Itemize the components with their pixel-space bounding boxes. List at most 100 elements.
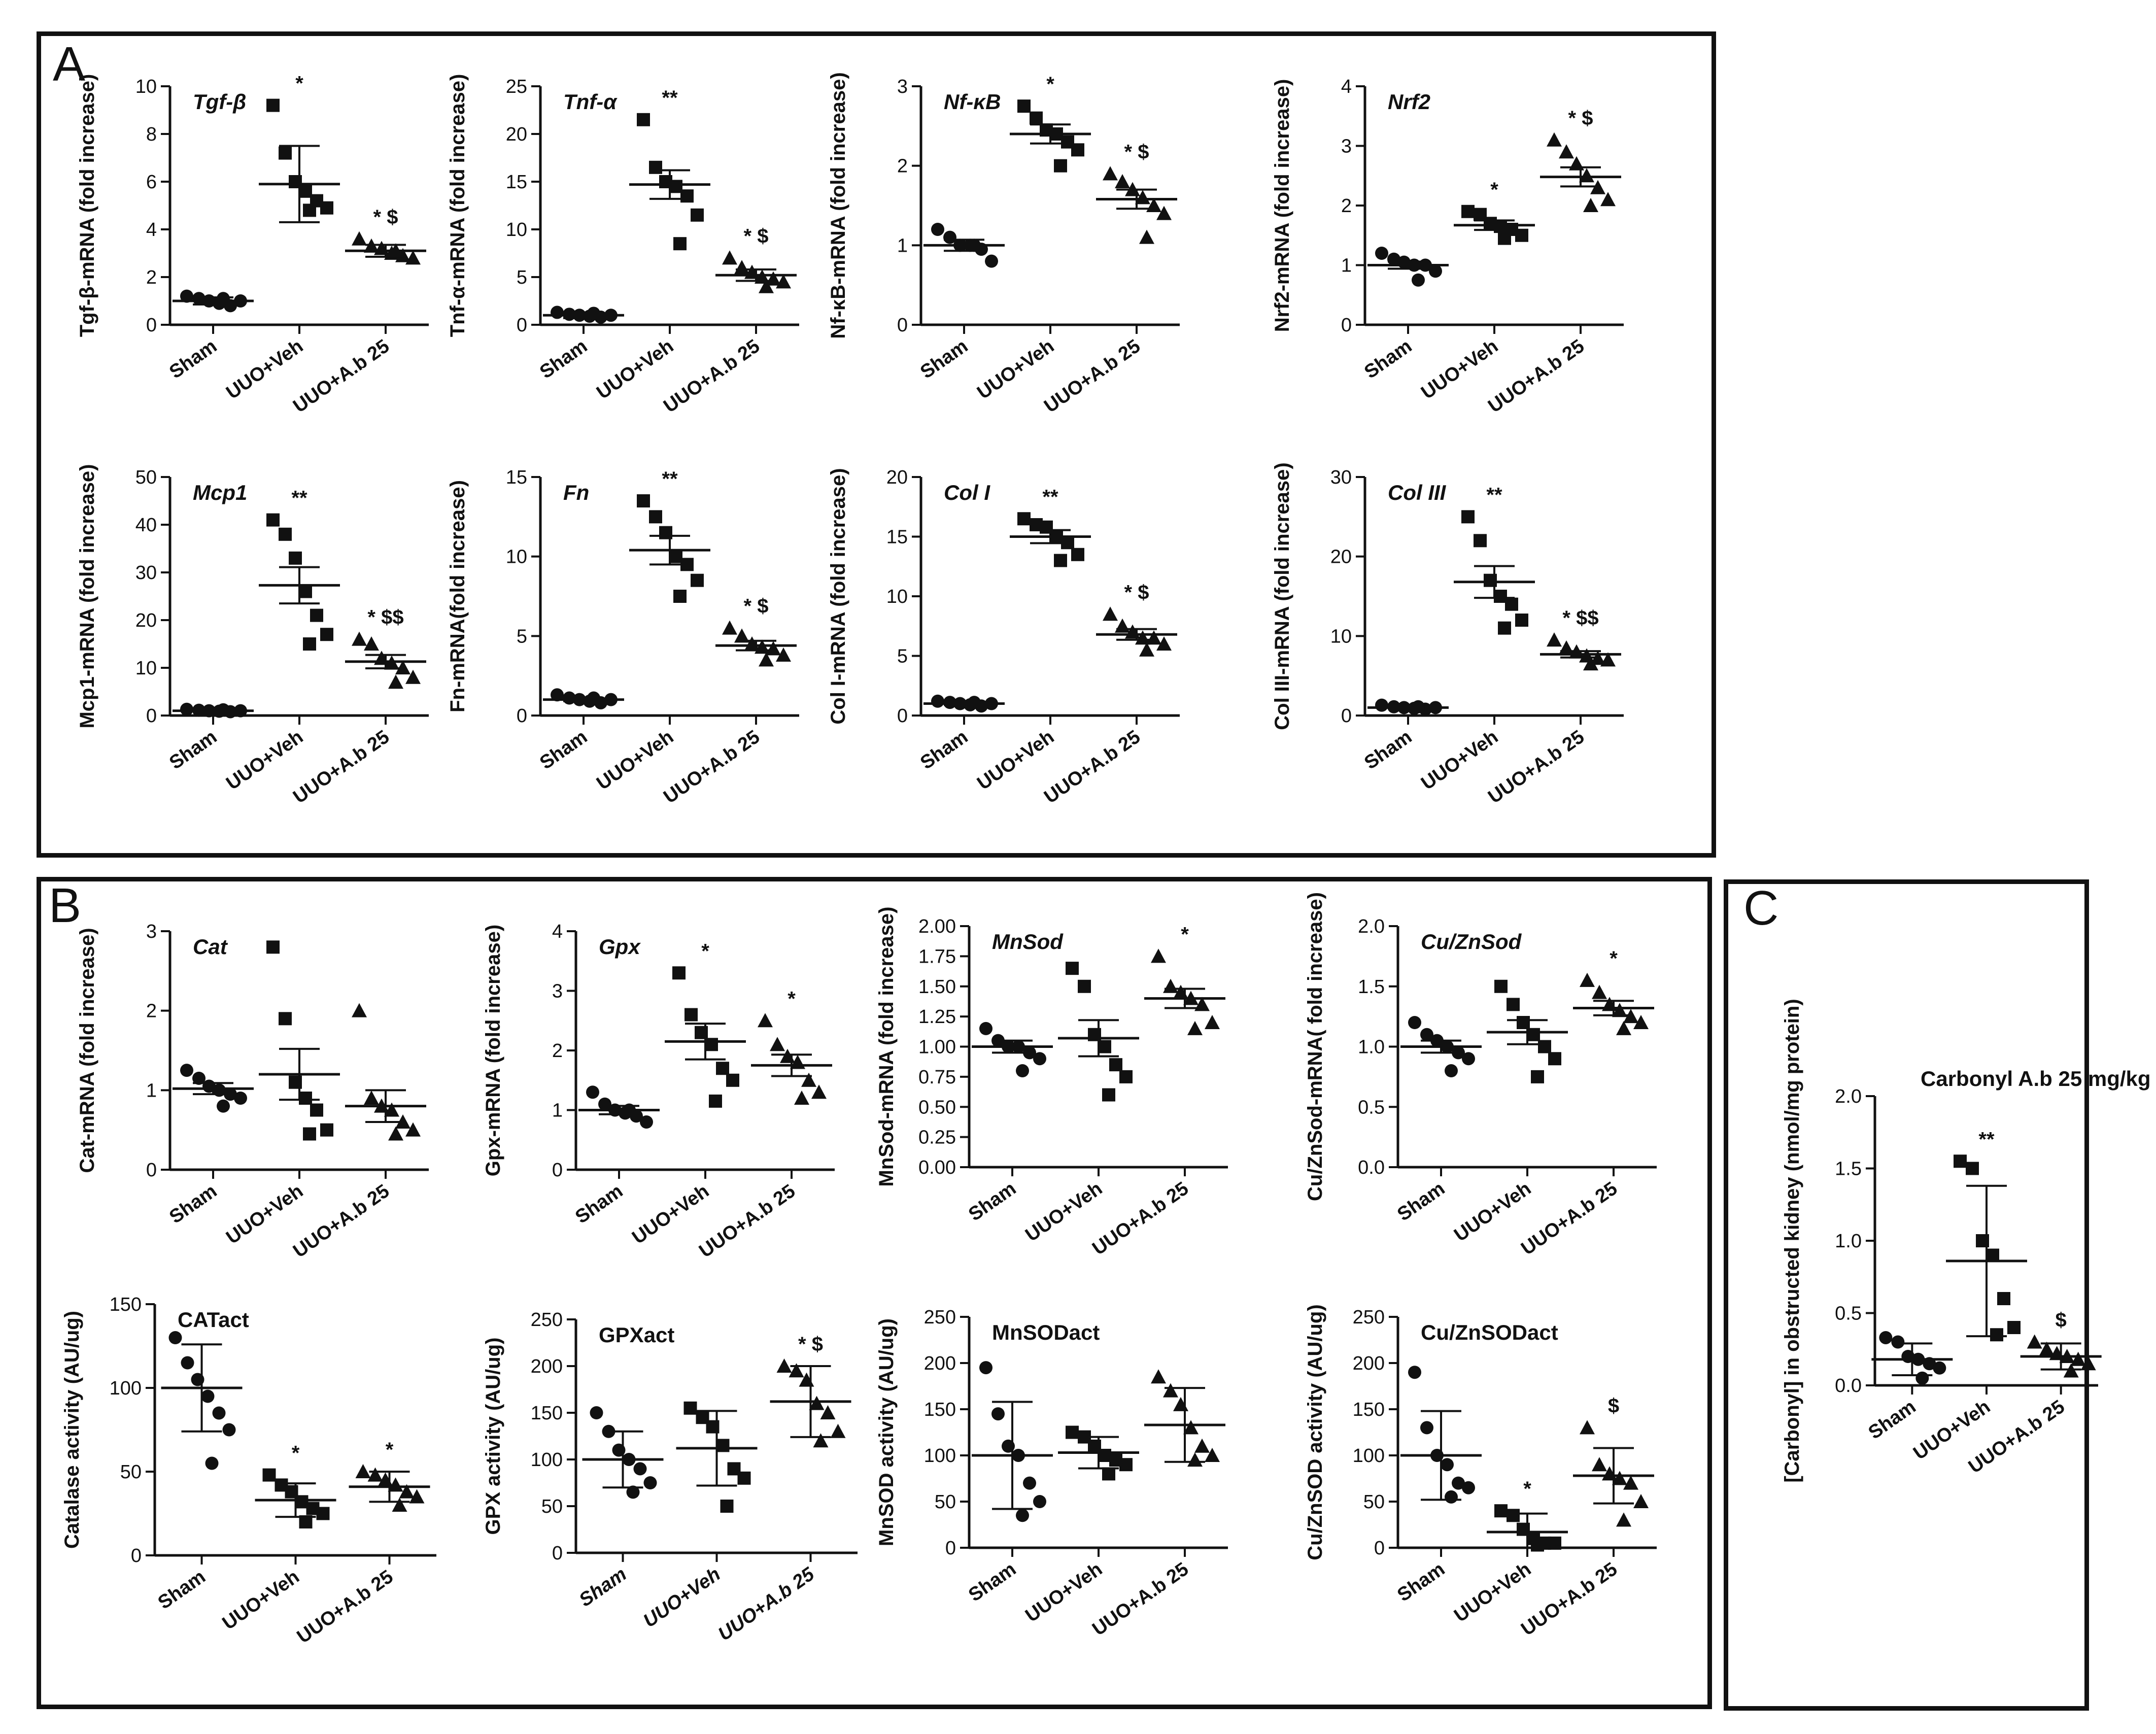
group-0 — [1367, 247, 1449, 287]
data-point — [1547, 132, 1562, 147]
data-point — [1494, 220, 1507, 233]
y-tick-label: 100 — [1353, 1445, 1385, 1467]
data-point — [266, 513, 280, 527]
data-point — [1012, 1449, 1025, 1462]
x-category-label: Sham — [165, 726, 221, 774]
data-point — [1429, 701, 1442, 715]
data-point — [1505, 597, 1518, 611]
data-point — [1879, 1331, 1893, 1344]
data-point — [364, 238, 379, 253]
x-category-label: UUO+A.b 25 — [660, 726, 764, 808]
data-point — [573, 309, 586, 322]
x-category-label: UUO+A.b 25 — [1517, 1558, 1621, 1640]
data-point — [586, 1085, 599, 1099]
significance-label: * $$ — [367, 606, 403, 629]
y-tick-label: 8 — [146, 124, 157, 145]
data-point — [608, 1103, 622, 1117]
data-point — [672, 966, 686, 980]
data-point — [2070, 1351, 2086, 1366]
data-point — [303, 637, 316, 651]
data-point — [1183, 1420, 1199, 1435]
significance-label: * $$ — [1562, 607, 1598, 629]
group-1: * — [1487, 1478, 1568, 1552]
data-point — [726, 1073, 739, 1087]
data-point — [1429, 264, 1442, 278]
y-tick-label: 200 — [531, 1356, 563, 1377]
data-point — [709, 1094, 722, 1108]
group-2 — [1144, 1369, 1225, 1467]
data-point — [759, 652, 774, 667]
data-point — [192, 1071, 206, 1085]
x-category-label: UUO+Veh — [1417, 726, 1502, 794]
data-point — [659, 526, 672, 539]
data-point — [737, 1471, 751, 1485]
data-point — [295, 1495, 309, 1509]
data-point — [180, 289, 193, 303]
data-point — [262, 1468, 276, 1482]
data-point — [201, 1389, 215, 1403]
y-tick-label: 1 — [1341, 255, 1352, 277]
panel-c-frame — [1724, 879, 2089, 1711]
x-category-label: UUO+Veh — [222, 335, 307, 403]
chart-title: Tnf-α — [563, 90, 618, 114]
data-point — [1559, 640, 1574, 655]
group-0 — [543, 305, 624, 324]
chart-title: Col I — [944, 481, 990, 504]
y-tick-label: 20 — [886, 467, 908, 488]
data-point — [405, 1122, 421, 1137]
data-point — [1986, 1248, 1999, 1262]
data-point — [685, 1008, 698, 1022]
y-tick-label: 0 — [897, 705, 908, 727]
y-tick-label: 100 — [110, 1378, 142, 1399]
y-tick-label: 5 — [897, 646, 908, 667]
data-point — [1633, 1494, 1649, 1508]
x-category-label: Sham — [165, 335, 221, 383]
data-point — [399, 1484, 415, 1499]
x-category-label: Sham — [965, 1558, 1020, 1606]
x-category-label: UUO+Veh — [1021, 1178, 1106, 1246]
data-point — [1445, 1064, 1458, 1077]
x-category-label: UUO+A.b 25 — [1040, 335, 1144, 417]
data-point — [1173, 1397, 1188, 1411]
data-point — [191, 1373, 204, 1386]
data-point — [1408, 258, 1421, 272]
data-point — [1420, 1028, 1433, 1041]
y-axis-label: Col I-mRNA (fold increase) — [827, 468, 849, 724]
x-category-label: UUO+A.b 25 — [289, 726, 393, 808]
data-point — [192, 703, 206, 717]
y-tick-label: 6 — [146, 172, 157, 193]
significance-label: ** — [1042, 486, 1058, 508]
data-point — [1891, 1335, 1905, 1349]
x-category-label: UUO+Veh — [1450, 1558, 1535, 1626]
group-1 — [676, 1401, 758, 1513]
data-point — [320, 201, 333, 215]
data-point — [1559, 144, 1574, 159]
data-point — [1445, 1490, 1458, 1504]
data-point — [1507, 998, 1520, 1011]
data-point — [1592, 984, 1607, 999]
data-point — [310, 608, 323, 622]
group-2: * — [349, 1439, 430, 1512]
data-point — [388, 243, 403, 258]
data-point — [1612, 1471, 1627, 1485]
data-point — [234, 704, 247, 718]
y-axis-label: Nrf2-mRNA (fold increase) — [1271, 79, 1293, 332]
data-point — [801, 1072, 816, 1087]
y-tick-label: 1.00 — [918, 1037, 956, 1058]
data-point — [320, 628, 333, 641]
data-point — [1515, 228, 1528, 242]
x-category-label: Sham — [1865, 1396, 1920, 1444]
x-category-label: Sham — [916, 335, 972, 383]
data-point — [691, 208, 704, 222]
data-point — [202, 294, 216, 308]
data-point — [1151, 1369, 1166, 1384]
y-tick-label: 10 — [506, 219, 527, 241]
data-point — [604, 693, 618, 706]
significance-label: * $ — [373, 206, 398, 228]
y-tick-label: 250 — [924, 1307, 956, 1328]
data-point — [2063, 1363, 2079, 1378]
data-point — [1102, 1467, 1115, 1481]
